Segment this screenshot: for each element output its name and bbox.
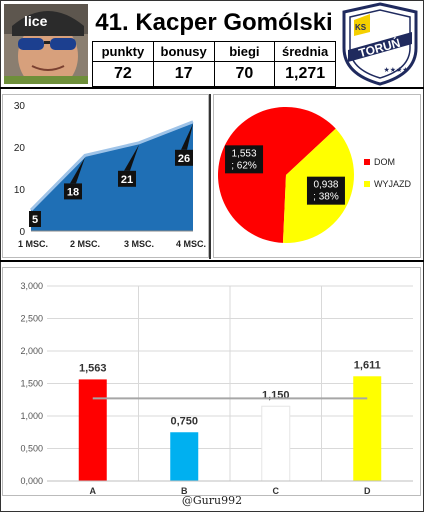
pie-data-label: 1,553 [232,148,257,159]
stat-value-bonuses: 17 [152,61,215,87]
area-x-label: 3 MSC. [124,239,154,249]
area-y-tick: 10 [14,185,26,196]
bar-x-label: C [273,486,280,495]
stat-label-bonuses: bonusy [152,41,215,62]
page-title: 41. Kacper Gomólski [95,8,333,36]
bar-data-label: 1,150 [262,389,290,401]
area-y-tick: 20 [14,143,26,154]
area-label-pointer [70,157,85,184]
bar-c [261,405,291,482]
area-label-box [29,211,41,227]
pie-slice [217,106,336,243]
stat-value-heats: 70 [213,61,276,87]
cap-logo-text: lice [24,13,48,29]
area-label-box [175,149,193,166]
pie-legend-swatch [364,159,370,165]
pie-data-label: 0,938 [313,180,338,191]
area-data-label: 18 [67,186,79,198]
area-x-label: 1 MSC. [18,239,48,249]
pie-label-box [225,145,264,174]
bar-x-label: B [181,486,188,495]
bar-x-label: D [364,486,371,495]
area-label-box [118,170,136,187]
area-y-tick: 30 [14,101,26,112]
area-label-pointer [181,123,193,150]
footer-credit: @Guru992 [181,494,243,507]
bar-b [170,432,199,481]
stat-value-average: 1,271 [274,61,336,87]
stat-label-points: punkty [92,41,154,62]
bar-chart: 0,000 0,500 1,000 1,500 2,000 2,500 3,000 1,563… [20,281,413,496]
pie-chart: 1,553; 62% 0,938; 38% DOM WYJAZD [217,106,411,244]
pie-legend-swatch [364,181,370,187]
team-logo: KS TORUŃ ★★★★ [340,2,420,86]
bar-y-tick: 2,500 [20,314,43,324]
bar-a [78,379,107,481]
area-x-label: 2 MSC. [70,239,100,249]
area-x-label: 4 MSC. [176,239,206,249]
area-y-tick: 0 [19,227,25,238]
stat-label-heats: biegi [213,41,276,62]
bar-y-tick: 0,500 [20,444,43,454]
svg-text:★★★★: ★★★★ [383,66,408,74]
pie-data-label: ; 38% [313,192,339,203]
bar-x-label: A [90,486,97,495]
header-divider [0,87,424,89]
bar-y-tick: 1,000 [20,411,43,421]
area-series-line [29,120,194,212]
area-data-label: 26 [178,153,190,165]
area-chart: 0 10 20 30 5 18 21 26 1 MSC. 2 MSC. 3 MSC. 4 MSC. [14,101,206,249]
area-label-pointer [124,144,139,171]
pie-data-label: ; 62% [231,160,257,171]
bar-data-label: 0,750 [170,415,198,427]
bar-chart-panel: 0,000 0,500 1,000 1,500 2,000 2,500 3,000 1,563… [2,267,421,496]
logo-ks-text: KS [355,23,367,32]
pie-chart-panel: 1,553; 62% 0,938; 38% DOM WYJAZD [213,94,421,258]
stats-table: punkty bonusy biegi średnia 72 17 70 1,2… [92,41,336,87]
bar-y-tick: 3,000 [20,281,43,291]
area-chart-panel: 0 10 20 30 5 18 21 26 1 MSC. 2 MSC. 3 MSC. 4 MSC. [2,94,209,258]
bar-data-label: 1,563 [79,362,107,374]
pie-label-box [306,176,345,205]
pie-legend-label: WYJAZD [374,179,411,189]
panel-divider [209,94,211,259]
area-data-label: 21 [121,174,133,186]
bar-y-tick: 0,000 [20,476,43,486]
bar-y-tick: 2,000 [20,346,43,356]
pie-legend-label: DOM [374,157,395,167]
stat-label-average: średnia [274,41,336,62]
bar-d [353,376,382,481]
stat-value-points: 72 [92,61,154,87]
bar-y-tick: 1,500 [20,379,43,389]
area-series-fill [31,121,193,231]
area-data-label: 5 [32,214,38,226]
rider-photo: lice [4,4,88,84]
bar-data-label: 1,611 [354,359,381,371]
area-label-box [64,183,82,200]
middle-divider [0,260,424,262]
